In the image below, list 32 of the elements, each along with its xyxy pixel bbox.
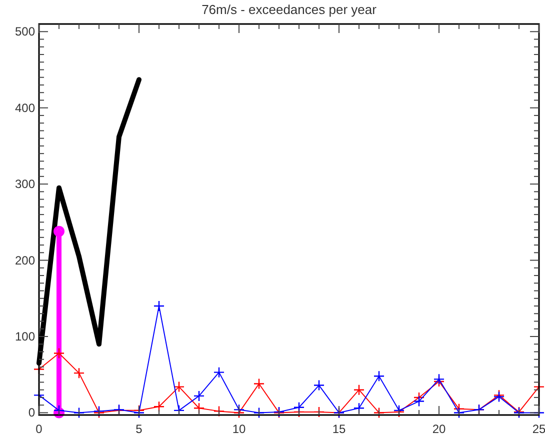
y-tick-label: 0 [28,406,36,420]
y-tick-label: 300 [14,177,36,192]
x-tick-label: 20 [432,422,446,436]
point [73,367,85,379]
x-tick-label: 5 [136,422,143,436]
y-tick-label: 200 [14,253,36,268]
point [353,384,365,396]
point [173,381,185,392]
point [253,378,265,390]
point [54,226,64,237]
point [373,407,385,418]
x-tick-label: 10 [232,422,246,436]
point [213,366,225,378]
point [413,396,425,407]
point [313,380,325,391]
y-tick-label: 400 [14,100,36,115]
y-tick-label: 100 [14,329,36,344]
point [153,401,165,412]
point [253,407,265,418]
point [153,300,165,312]
y-tick-label: 500 [14,24,36,39]
point [53,348,65,359]
x-tick-label: 15 [332,422,346,436]
point [313,406,325,418]
point [193,390,205,402]
point [433,374,445,385]
point [293,402,305,413]
chart-title: 76m/s - exceedances per year [202,2,378,17]
point [73,407,85,418]
point [453,407,465,418]
point [373,370,385,382]
x-tick-label: 25 [532,422,545,436]
